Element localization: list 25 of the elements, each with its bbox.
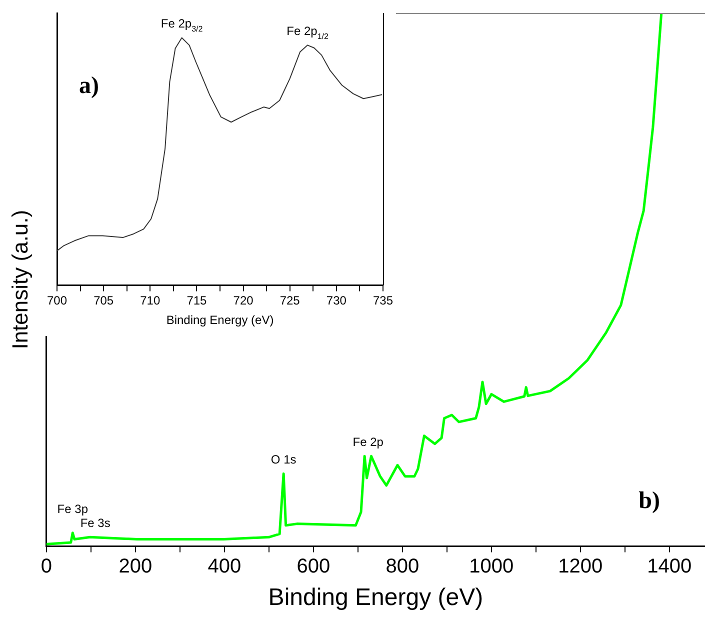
y-axis-title: Intensity (a.u.) <box>7 210 32 350</box>
annotation: Fe 2p <box>352 435 384 450</box>
annotation: a) <box>79 73 100 99</box>
x-tick-label: 1000 <box>469 556 514 578</box>
x-tick-label: 400 <box>208 556 242 578</box>
x-axis-title: Binding Energy (eV) <box>166 313 274 328</box>
annotation: b) <box>638 488 660 514</box>
x-tick-label: 710 <box>140 294 160 308</box>
x-tick-label: 600 <box>296 556 330 578</box>
x-tick-label: 0 <box>40 556 52 578</box>
annotation: Fe 3s <box>80 516 110 530</box>
annotation: Fe 3p <box>57 502 88 516</box>
x-tick-label: 800 <box>386 556 420 578</box>
x-tick-label: 1400 <box>647 556 692 578</box>
x-tick-label: 200 <box>118 556 152 578</box>
x-tick-label: 720 <box>233 294 254 308</box>
x-tick-label: 1200 <box>558 556 603 578</box>
x-tick-label: 730 <box>326 294 347 308</box>
x-tick-label: 725 <box>280 294 300 308</box>
x-axis-title: Binding Energy (eV) <box>268 584 484 612</box>
x-tick-label: 705 <box>94 294 114 308</box>
x-tick-label: 700 <box>46 294 68 308</box>
x-tick-label: 735 <box>372 294 394 308</box>
x-tick-label: 715 <box>186 294 208 308</box>
annotation: O 1s <box>270 452 296 467</box>
